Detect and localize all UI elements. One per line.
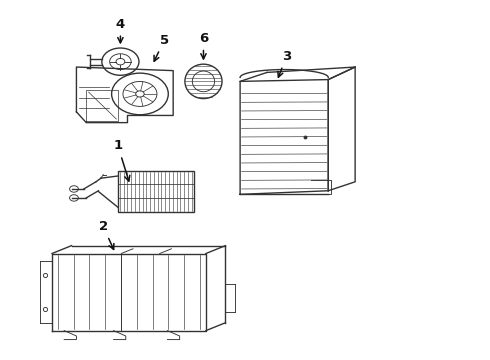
Text: 3: 3 xyxy=(278,50,291,77)
Bar xyxy=(118,171,194,212)
Text: 1: 1 xyxy=(113,139,130,181)
Text: 5: 5 xyxy=(154,33,169,61)
Text: 4: 4 xyxy=(116,18,125,43)
Text: 2: 2 xyxy=(99,220,114,249)
Text: 6: 6 xyxy=(199,32,208,59)
